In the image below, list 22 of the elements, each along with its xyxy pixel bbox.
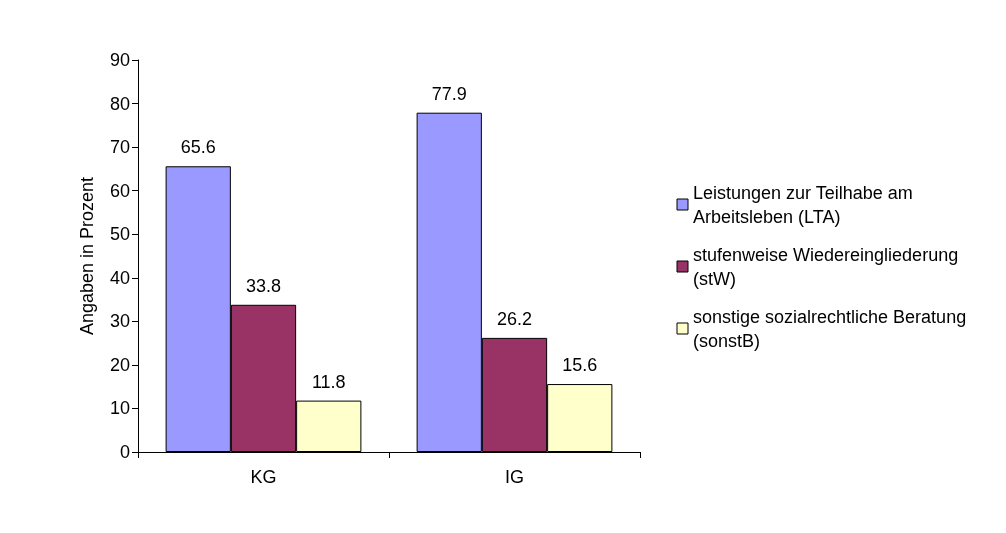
y-tick-label: 0: [119, 442, 130, 462]
y-tick-label: 30: [109, 311, 130, 332]
y-tick-label: 10: [109, 398, 130, 419]
y-tick-label: 80: [109, 93, 130, 114]
x-tick-label: KG: [250, 467, 277, 487]
legend-label: stufenweise Wiedereingliederung (stW): [693, 244, 964, 289]
y-axis-title: Angaben in Prozent: [77, 176, 97, 336]
y-tick-label: 40: [109, 267, 130, 288]
y-tick-label: 70: [109, 137, 130, 158]
data-label: 11.8: [311, 371, 346, 392]
y-tick-label: 50: [109, 224, 130, 245]
data-label: 26.2: [496, 308, 533, 329]
data-label: 77.9: [431, 83, 467, 104]
x-tick-label: IG: [504, 467, 525, 487]
data-label: 65.6: [180, 137, 216, 158]
y-tick-label: 60: [109, 180, 130, 201]
data-label: 15.6: [562, 355, 598, 376]
legend-label: Leistungen zur Teilhabe am Arbeitsleben (LTA): [693, 182, 918, 227]
y-tick-label: 20: [109, 354, 130, 375]
data-label: 33.8: [245, 275, 282, 296]
y-tick-label: 90: [109, 50, 130, 70]
legend-label: sonstige sozialrechtliche Beratung (sonstB): [693, 306, 972, 351]
